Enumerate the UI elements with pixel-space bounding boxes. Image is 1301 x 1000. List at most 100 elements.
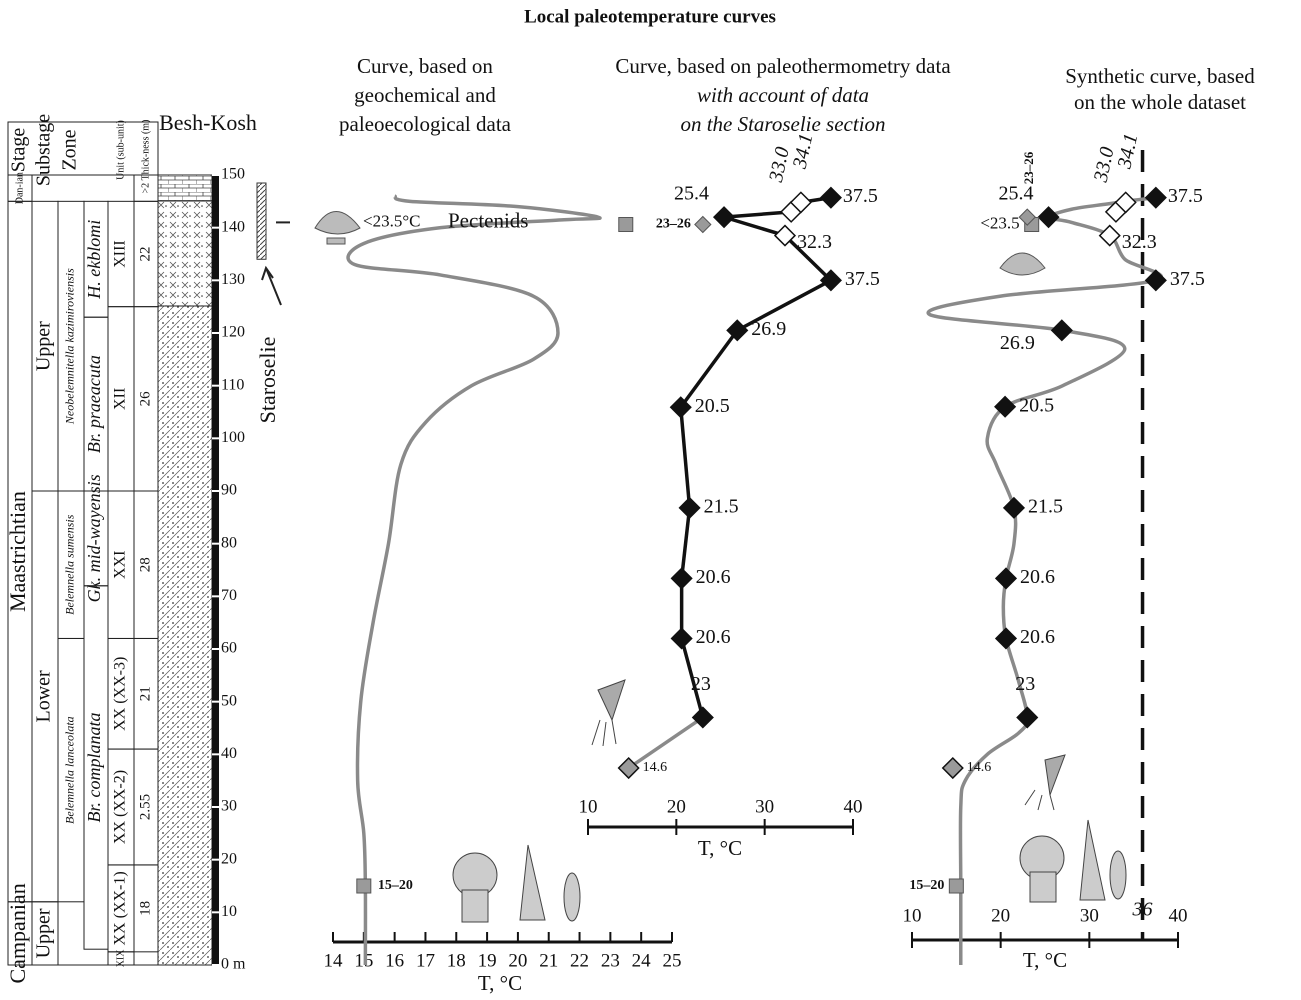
- panel-title: geochemical and: [354, 83, 496, 107]
- section-name: Besh-Kosh: [159, 110, 257, 135]
- x-tick-label: 20: [667, 796, 686, 817]
- depth-tick-label: 80: [221, 534, 237, 551]
- curve-segment: [724, 217, 785, 235]
- x-tick-label: 10: [579, 796, 598, 817]
- value-label: 23: [691, 673, 711, 695]
- data-point: [996, 628, 1016, 648]
- x-tick-label: 14: [324, 950, 344, 971]
- thickness-label: 22: [137, 247, 153, 262]
- subzones-label: H. ekblomi: [84, 220, 104, 300]
- lithology-limestone: [158, 175, 212, 201]
- value-label: 37.5: [845, 268, 880, 290]
- substages-label: Upper: [33, 908, 55, 958]
- value-label: 34.1: [1113, 132, 1142, 172]
- x-tick-label: 40: [844, 796, 863, 817]
- annotation: Pectenids: [448, 208, 528, 232]
- value-label: 23: [1015, 673, 1035, 695]
- panel-title: Curve, based on paleothermometry data: [615, 54, 951, 78]
- zones-label: Belemnella lanceolata: [63, 716, 77, 824]
- substages-label: Lower: [33, 670, 55, 723]
- units-label: XXI: [112, 551, 129, 579]
- x-axis-label: T, °C: [1023, 948, 1067, 972]
- value-label: 32.3: [797, 231, 832, 253]
- units-label: XIX: [115, 949, 126, 968]
- range-label: 15–20: [909, 878, 944, 893]
- x-axis-label: T, °C: [698, 836, 742, 860]
- range-marker: [949, 879, 963, 893]
- data-point: [1052, 320, 1072, 340]
- lithology-siltstone: [158, 306, 212, 965]
- units-label: XX (XX-3): [112, 657, 129, 731]
- range-label: <23.5: [980, 213, 1019, 232]
- data-point: [1004, 498, 1024, 518]
- stages-label: Campanian: [5, 883, 30, 983]
- x-tick-label: 16: [385, 950, 404, 971]
- value-label: 21.5: [704, 495, 739, 517]
- panel-title: paleoecological data: [339, 112, 512, 136]
- value-label: 25.4: [999, 183, 1034, 205]
- stages-label: Dan-ian: [14, 172, 25, 204]
- value-label: 20.6: [696, 626, 731, 648]
- data-point: [996, 568, 1016, 588]
- units-label: XII: [112, 388, 129, 410]
- depth-bar: [212, 175, 219, 965]
- range-marker: [695, 217, 711, 233]
- data-point: [1146, 270, 1166, 290]
- x-axis-label: T, °C: [478, 971, 522, 995]
- range-marker: [357, 879, 371, 893]
- value-label: 25.4: [674, 183, 709, 205]
- thickness-label: 26: [137, 391, 153, 407]
- value-label: 20.6: [696, 566, 731, 588]
- column-header: Stage: [8, 128, 30, 173]
- data-point: [821, 188, 841, 208]
- subzones-label: Br. complanata: [84, 713, 104, 823]
- value-label: 37.5: [843, 185, 878, 207]
- thickness-label: >2: [140, 183, 151, 194]
- main-title: Local paleotemperature curves: [524, 6, 776, 27]
- data-point: [714, 207, 734, 227]
- data-point: [672, 628, 692, 648]
- data-point: [680, 498, 700, 518]
- depth-tick-label: 10: [221, 903, 237, 920]
- x-tick-label: 24: [632, 950, 652, 971]
- x-tick-label: 30: [755, 796, 774, 817]
- staroselie-arrow: [262, 268, 281, 305]
- x-tick-label: 18: [447, 950, 466, 971]
- depth-tick-label: 50: [221, 692, 237, 709]
- column-header: Unit (sub-unit): [115, 120, 126, 180]
- units-label: XX (XX-1): [112, 871, 129, 945]
- value-label: 26.9: [1000, 332, 1035, 354]
- panel-title: on the Staroselie section: [680, 112, 885, 136]
- stages-label: Maastrichtian: [5, 491, 30, 612]
- curve-segment: [681, 407, 690, 508]
- data-point: [672, 568, 692, 588]
- staroselie-label: Staroselie: [255, 337, 280, 424]
- panel-title: on the whole dataset: [1074, 90, 1246, 114]
- x-tick-label: 25: [663, 950, 682, 971]
- depth-tick-label: 150: [221, 166, 245, 183]
- range-label: 23–26: [656, 217, 691, 232]
- figure: Local paleotemperature curves Besh-Kosh …: [0, 0, 1301, 1000]
- panel-title: with account of data: [697, 83, 869, 107]
- value-label: 20.5: [695, 395, 730, 417]
- value-label: 21.5: [1028, 495, 1063, 517]
- depth-tick-label: 130: [221, 271, 245, 288]
- zones-label: Neobelemnitella kazimiroviensis: [63, 268, 77, 425]
- range-label: 15–20: [378, 878, 413, 893]
- curve-segment: [682, 508, 690, 579]
- column-frame: [8, 122, 158, 965]
- column-header: Thick-ness (m): [140, 120, 151, 181]
- x-tick-label: 17: [416, 950, 435, 971]
- data-point: [1146, 188, 1166, 208]
- value-label: 26.9: [751, 318, 786, 340]
- x-tick-label: 22: [570, 950, 589, 971]
- zones-label: Belemnella sumensis: [63, 514, 77, 615]
- thickness-label: 21: [137, 686, 153, 701]
- depth-tick-label: 30: [221, 798, 237, 815]
- data-point: [943, 758, 963, 778]
- value-label: 37.5: [1170, 268, 1205, 290]
- value-label: 20.5: [1019, 394, 1054, 416]
- depth-tick-label: 0 m: [221, 956, 246, 973]
- subzones-label: Gk. mid-wayensis: [84, 474, 104, 602]
- substages-label: Upper: [33, 321, 55, 371]
